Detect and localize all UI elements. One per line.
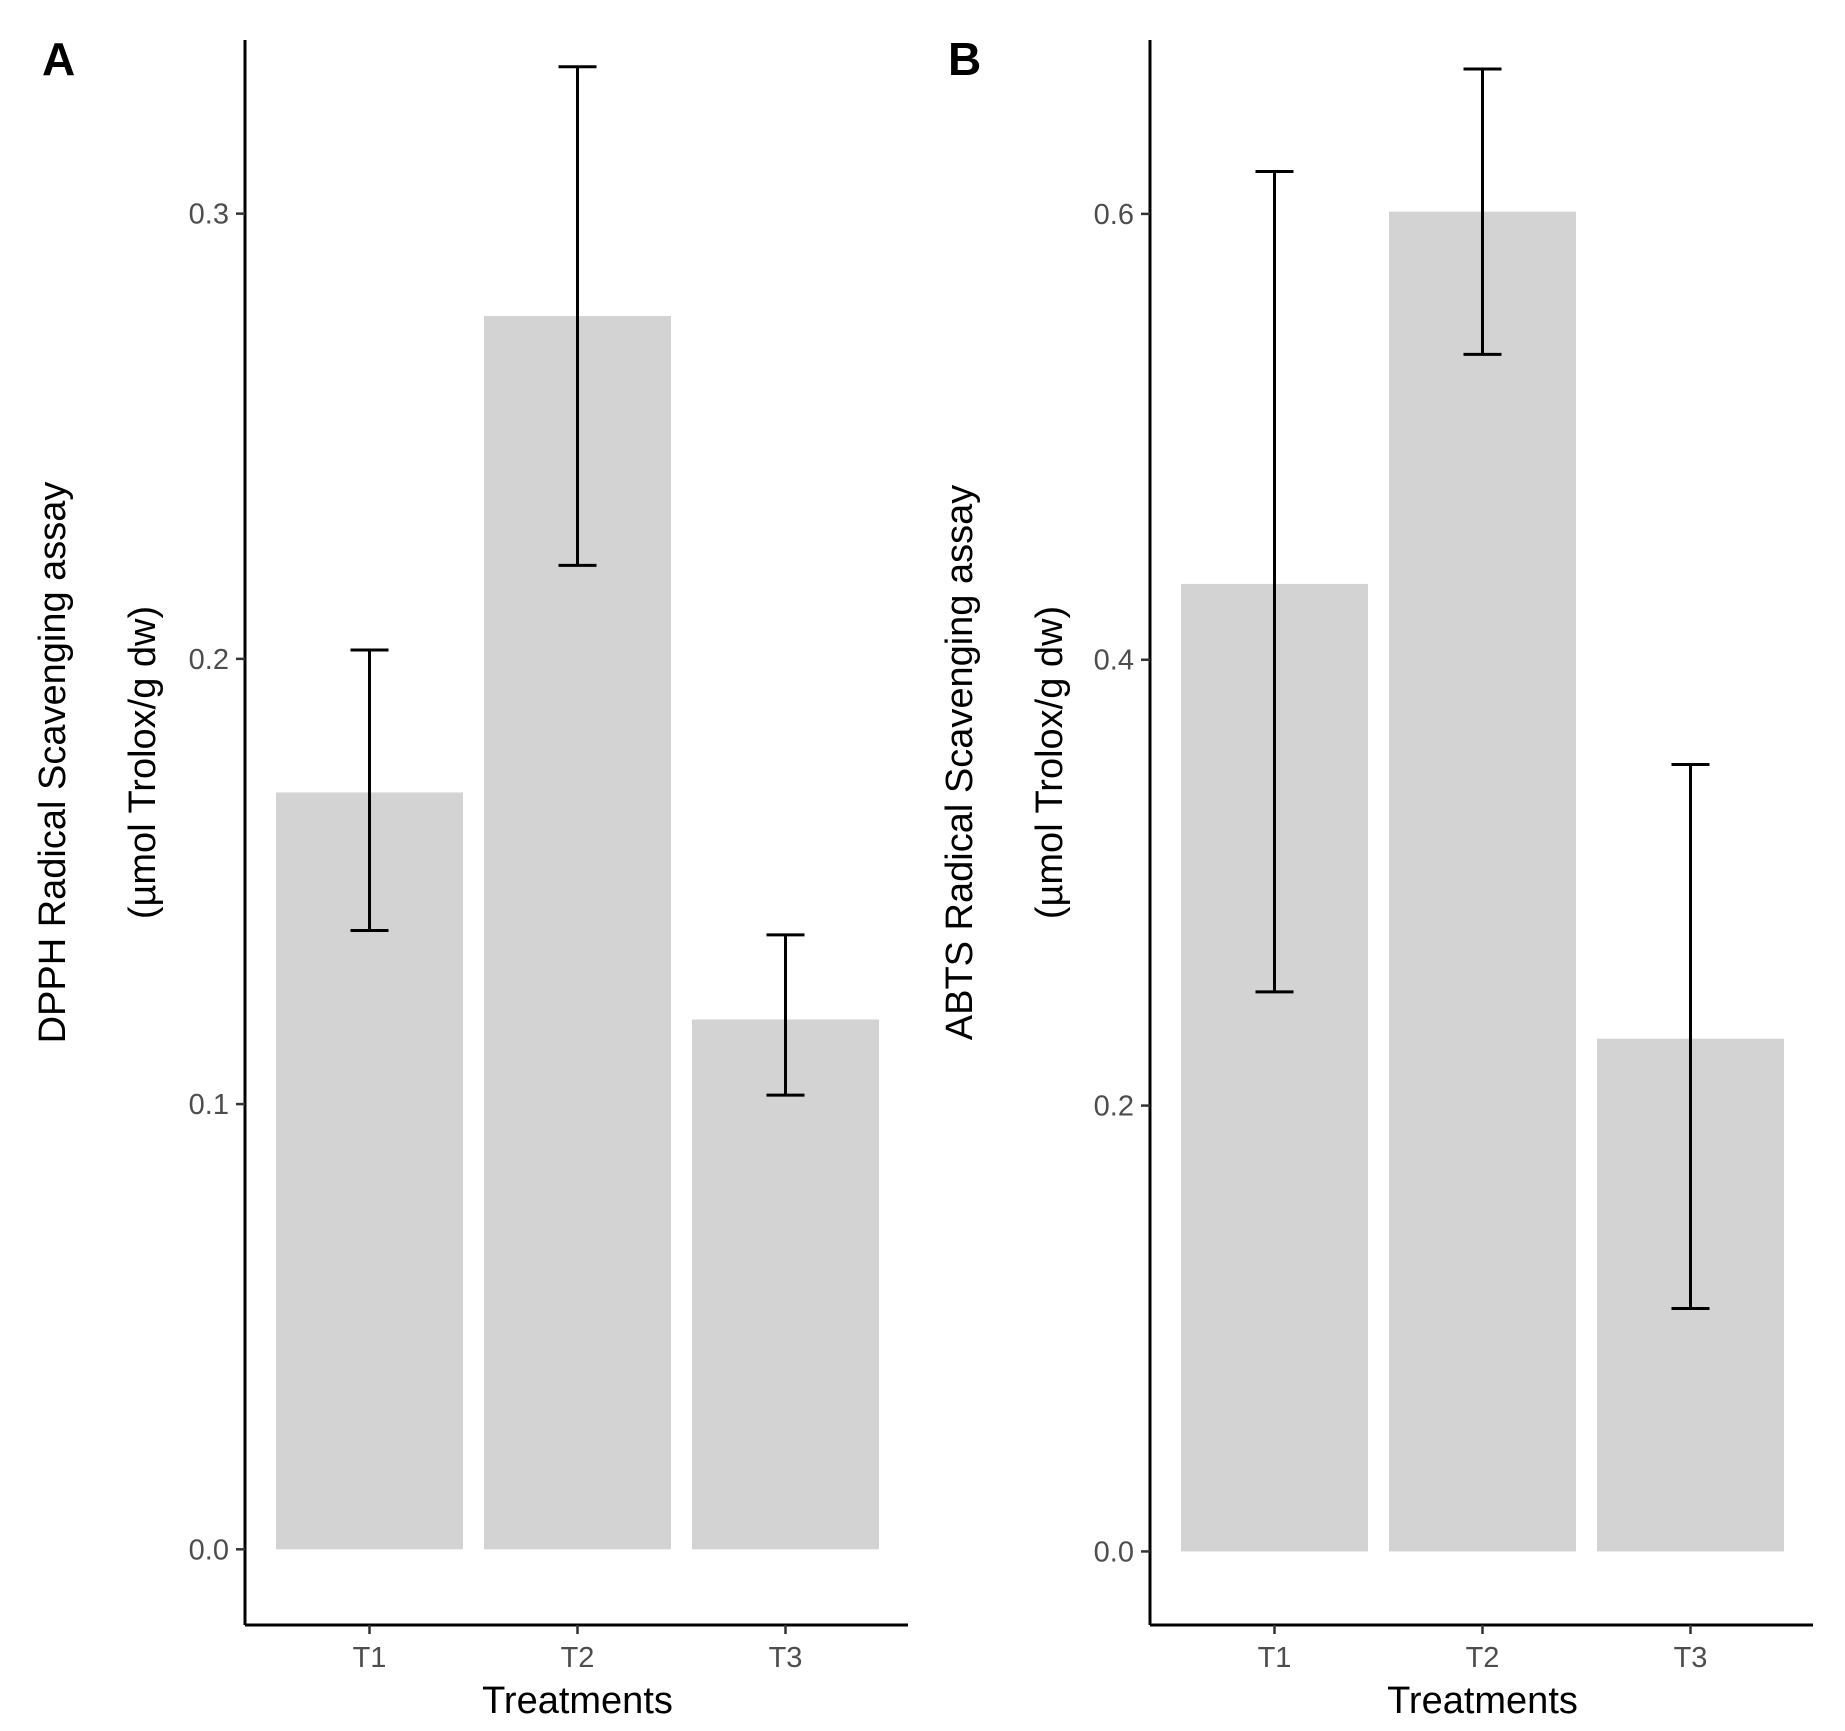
panel-a: 0.0 0.1 0.2 0.3 T1 T2 T3 Treatments DPPH Radical… [32, 33, 908, 1722]
y-tick-label: 0.0 [1094, 1536, 1134, 1568]
y-tick-label: 0.0 [189, 1534, 229, 1566]
x-tick-label: T1 [353, 1642, 387, 1674]
bar-t2 [1389, 211, 1576, 1552]
x-tick-label: T2 [561, 1642, 595, 1674]
y-axis-title-units: (µmol Trolox/g dw) [1029, 606, 1071, 919]
x-tick-label: T1 [1258, 1642, 1292, 1674]
y-axis-title: ABTS Radical Scavenging assay [939, 485, 981, 1041]
bar-t3 [692, 1019, 879, 1550]
x-axis-title: Treatments [1387, 1680, 1578, 1722]
y-tick-label: 0.2 [189, 644, 229, 676]
y-axis-title: DPPH Radical Scavenging assay [32, 482, 74, 1044]
panel-b: 0.0 0.2 0.4 0.6 T1 T2 T3 Treatments ABTS Radical… [939, 33, 1813, 1722]
x-tick-label: T3 [1674, 1642, 1708, 1674]
y-tick-label: 0.1 [189, 1089, 229, 1121]
x-axis-title: Treatments [482, 1680, 673, 1722]
panel-label: B [948, 33, 981, 85]
x-tick-label: T2 [1466, 1642, 1500, 1674]
y-tick-label: 0.4 [1094, 645, 1134, 677]
panel-label: A [42, 33, 75, 85]
y-tick-label: 0.3 [189, 199, 229, 231]
y-axis-title-units: (µmol Trolox/g dw) [122, 606, 164, 919]
y-tick-label: 0.6 [1094, 199, 1134, 231]
x-tick-label: T3 [769, 1642, 803, 1674]
y-tick-label: 0.2 [1094, 1091, 1134, 1123]
